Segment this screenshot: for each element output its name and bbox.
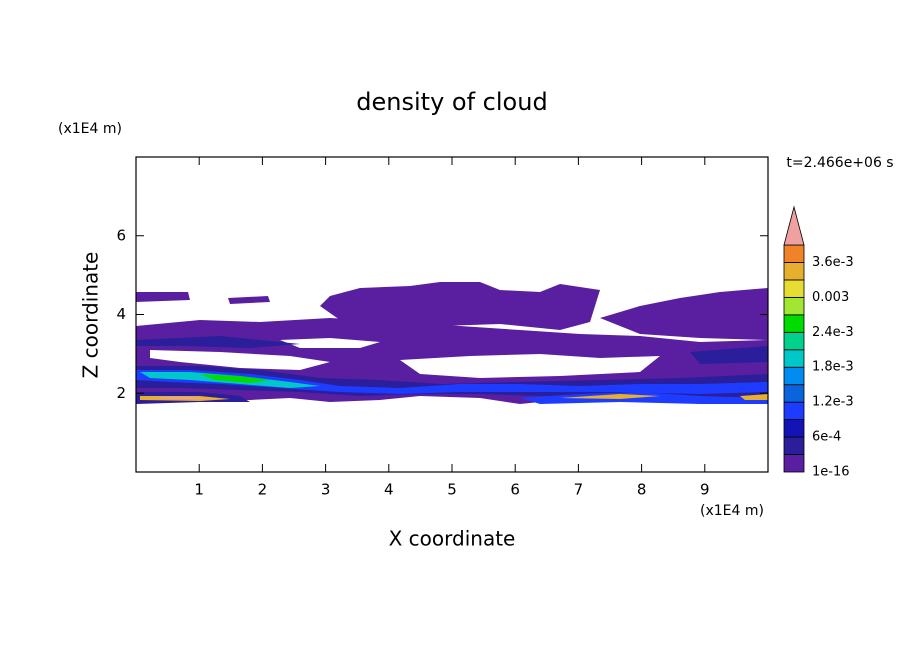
contour-region [690,346,768,364]
colorbar-box [783,296,805,316]
colorbar-box [783,366,805,386]
x-tick-label: 3 [321,481,331,499]
colorbar-label: 0.003 [812,290,849,305]
contour-field [136,282,768,404]
y-tick-label: 4 [116,305,126,323]
colorbar-label: 1.8e-3 [812,360,854,375]
contour-region [150,397,210,399]
x-tick-label: 9 [700,481,710,499]
colorbar-box [783,349,805,368]
contour-region [200,374,270,383]
x-tick-label: 5 [447,481,457,499]
time-label: t=2.466e+06 s [786,155,893,171]
colorbar-box [783,279,805,298]
colorbar-box [783,314,805,333]
contour-hole [150,350,330,370]
colorbar-box [783,401,805,421]
y-unit: (x1E4 m) [58,121,122,137]
colorbar-box [783,262,805,281]
x-tick-label: 1 [194,481,204,499]
contour-region [560,394,660,399]
x-axis-label: X coordinate [389,527,516,551]
contour-region [136,292,190,302]
colorbar-label: 6e-4 [812,430,841,445]
contour-region [600,288,768,340]
colorbar-label: 1.2e-3 [812,395,854,410]
colorbar-label: 3.6e-3 [812,255,854,270]
colorbar-box [783,331,805,351]
contour-hole [400,354,660,378]
colorbar-box [783,454,805,473]
contour-region [740,394,768,400]
contour-hole [280,338,380,348]
colorbar-label: 2.4e-3 [812,325,854,340]
x-tick-label: 7 [574,481,584,499]
contour-region [228,296,270,304]
colorbar-over [783,205,805,246]
y-tick-label: 2 [116,384,126,402]
x-tick-label: 8 [637,481,647,499]
x-unit: (x1E4 m) [700,503,764,519]
colorbar-box [783,384,805,403]
y-axis-label: Z coordinate [79,252,103,379]
colorbar-box [783,419,805,438]
chart-title: density of cloud [356,88,547,116]
colorbar-box [783,244,805,263]
contour-region [136,370,768,394]
contour-region [136,336,300,348]
x-tick-label: 6 [510,481,520,499]
x-tick-label: 2 [258,481,268,499]
y-tick-label: 6 [116,226,126,244]
x-tick-label: 4 [384,481,394,499]
colorbar-label: 1e-16 [812,465,850,480]
contour-region [520,392,768,404]
contour-region [320,282,600,330]
colorbar-box [783,436,805,455]
